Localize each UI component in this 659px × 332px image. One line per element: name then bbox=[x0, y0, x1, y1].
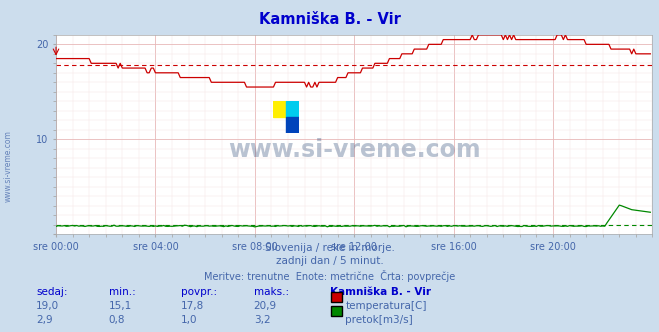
Text: zadnji dan / 5 minut.: zadnji dan / 5 minut. bbox=[275, 256, 384, 266]
Text: 20,9: 20,9 bbox=[254, 301, 277, 311]
Text: min.:: min.: bbox=[109, 287, 136, 297]
Text: sedaj:: sedaj: bbox=[36, 287, 68, 297]
Text: 15,1: 15,1 bbox=[109, 301, 132, 311]
Text: maks.:: maks.: bbox=[254, 287, 289, 297]
Text: 3,2: 3,2 bbox=[254, 315, 270, 325]
Text: 0,8: 0,8 bbox=[109, 315, 125, 325]
Text: Kamniška B. - Vir: Kamniška B. - Vir bbox=[258, 12, 401, 27]
Bar bbox=[273, 101, 286, 117]
Bar bbox=[286, 101, 299, 117]
Text: Meritve: trenutne  Enote: metrične  Črta: povprečje: Meritve: trenutne Enote: metrične Črta: … bbox=[204, 270, 455, 282]
Text: www.si-vreme.com: www.si-vreme.com bbox=[228, 138, 480, 162]
Text: 2,9: 2,9 bbox=[36, 315, 53, 325]
Text: 1,0: 1,0 bbox=[181, 315, 198, 325]
Text: Kamniška B. - Vir: Kamniška B. - Vir bbox=[330, 287, 430, 297]
Text: Slovenija / reke in morje.: Slovenija / reke in morje. bbox=[264, 243, 395, 253]
Text: www.si-vreme.com: www.si-vreme.com bbox=[3, 130, 13, 202]
Text: pretok[m3/s]: pretok[m3/s] bbox=[345, 315, 413, 325]
Text: 17,8: 17,8 bbox=[181, 301, 204, 311]
Text: temperatura[C]: temperatura[C] bbox=[345, 301, 427, 311]
Text: povpr.:: povpr.: bbox=[181, 287, 217, 297]
Bar bbox=[286, 117, 299, 133]
Text: 19,0: 19,0 bbox=[36, 301, 59, 311]
